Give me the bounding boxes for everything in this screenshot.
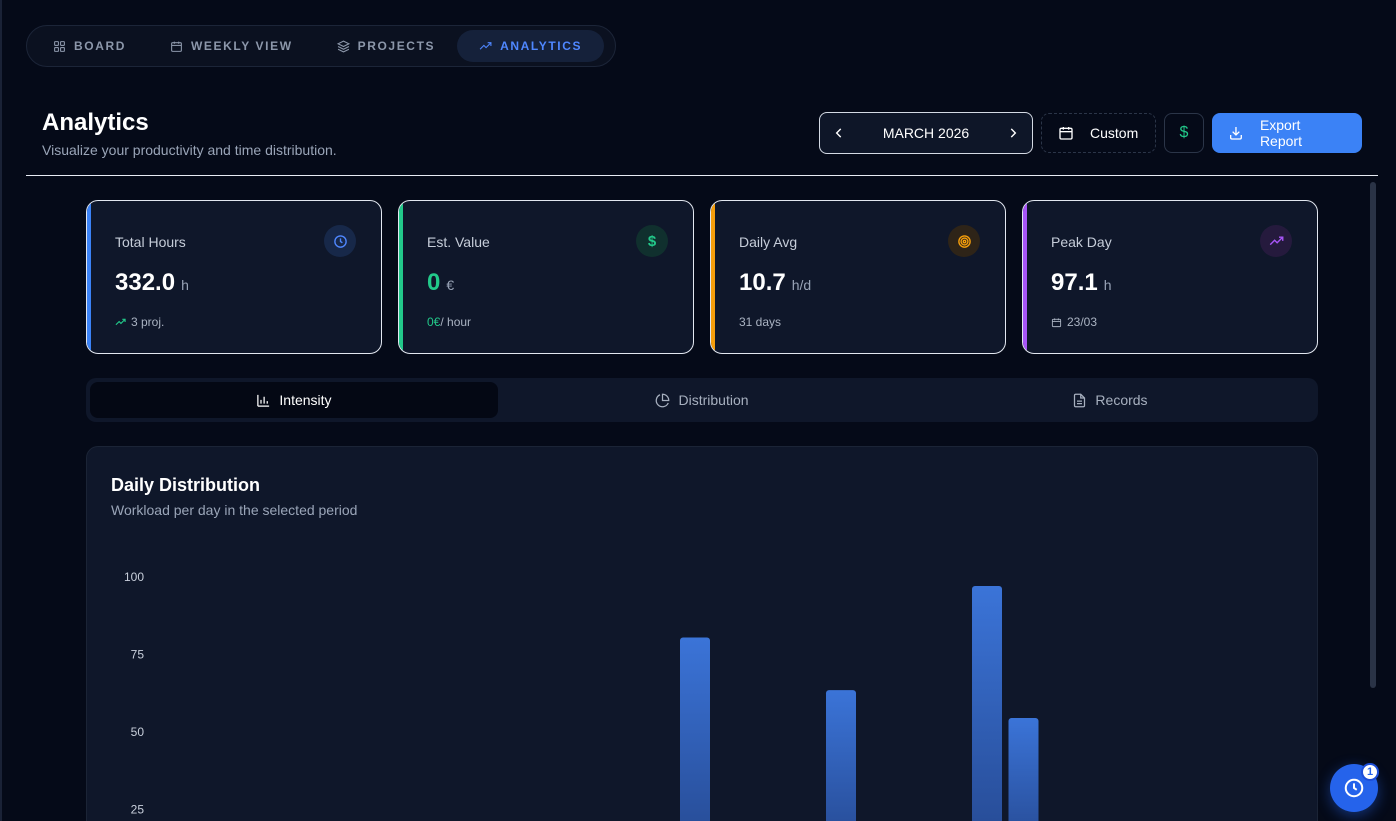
y-tick-label: 25 [131, 803, 145, 817]
custom-range-label: Custom [1090, 125, 1139, 141]
dollar-icon: $ [1179, 124, 1189, 141]
export-report-label: Export Report [1259, 117, 1302, 149]
stat-footnote-highlight: 0€ [427, 315, 441, 329]
card-accent [87, 201, 91, 353]
calendar-icon [1059, 127, 1073, 140]
daily-distribution-chart: 100 75 50 25 [124, 570, 1039, 821]
card-accent [1023, 201, 1027, 353]
file-text-icon [1074, 393, 1086, 407]
stat-number: 10.7 [739, 269, 786, 296]
stat-label: Daily Avg [739, 234, 798, 250]
dollar-icon: $ [636, 225, 668, 257]
custom-range-button[interactable]: Custom [1041, 113, 1156, 153]
stat-card-total-hours: Total Hours 332.0 h 3 proj. [86, 200, 382, 354]
stat-card-peak-day: Peak Day 97.1 h 23/03 [1022, 200, 1318, 354]
tab-records-label: Records [1095, 392, 1148, 408]
nav-analytics[interactable]: ANALYTICS [457, 30, 605, 62]
stat-value: 0 € [427, 269, 454, 297]
stat-number: 332.0 [115, 269, 176, 296]
top-nav: BOARD WEEKLY VIEW PROJECTS ANALYTICS [26, 25, 616, 67]
stat-footnote: 23/03 [1051, 315, 1097, 329]
stat-footnote-text: 31 days [739, 315, 782, 329]
card-accent [711, 201, 715, 353]
export-report-button[interactable]: Export Report [1212, 113, 1362, 153]
currency-toggle-button[interactable]: $ [1164, 113, 1204, 153]
bar-chart-icon [257, 394, 270, 407]
grid-icon [54, 40, 65, 52]
chevron-right-icon[interactable] [1006, 126, 1020, 140]
stat-label: Peak Day [1051, 234, 1112, 250]
y-tick-label: 100 [124, 570, 144, 584]
daily-distribution-panel: Daily Distribution Workload per day in t… [86, 446, 1318, 821]
stat-card-daily-avg: Daily Avg 10.7 h/d 31 days [710, 200, 1006, 354]
nav-board[interactable]: BOARD [31, 30, 148, 62]
stat-value: 332.0 h [115, 269, 189, 297]
stat-footnote: 0€ / hour [427, 315, 471, 329]
card-accent [399, 201, 403, 353]
nav-analytics-label: ANALYTICS [500, 39, 583, 53]
nav-weekly-view-label: WEEKLY VIEW [191, 39, 293, 53]
stat-footnote-text: 23/03 [1067, 315, 1098, 329]
trending-up-icon [1260, 225, 1292, 257]
nav-board-label: BOARD [74, 39, 126, 53]
stat-value: 10.7 h/d [739, 269, 811, 297]
clock-icon [324, 225, 356, 257]
month-picker: MARCH 2026 [819, 112, 1033, 154]
period-label: MARCH 2026 [882, 125, 970, 141]
bar-day-19[interactable] [826, 690, 856, 821]
stat-value: 97.1 h [1051, 269, 1112, 297]
page-title: Analytics [42, 109, 149, 136]
stat-footnote-text: 3 proj. [131, 315, 165, 329]
trending-up-icon [479, 41, 492, 50]
stat-label: Total Hours [115, 234, 186, 250]
timer-badge: 1 [1361, 763, 1379, 781]
download-icon [1229, 127, 1242, 140]
nav-weekly-view[interactable]: WEEKLY VIEW [148, 30, 315, 62]
stat-card-est-value: Est. Value $ 0 € 0€ / hour [398, 200, 694, 354]
stat-unit: h/d [791, 277, 812, 293]
tab-records[interactable]: Records [906, 382, 1314, 418]
target-icon [948, 225, 980, 257]
layers-icon [336, 39, 350, 53]
header-divider [26, 175, 1378, 176]
bar-day-23[interactable] [972, 585, 1002, 821]
tab-distribution[interactable]: Distribution [498, 382, 906, 418]
trending-up-icon [115, 318, 126, 325]
stat-number: 97.1 [1051, 269, 1098, 296]
y-tick-label: 50 [131, 725, 145, 739]
chevron-left-icon[interactable] [832, 126, 846, 140]
stat-number: 0 [427, 269, 441, 296]
stat-footnote: 31 days [739, 315, 781, 329]
stat-unit: h [1103, 277, 1112, 293]
tab-intensity[interactable]: Intensity [90, 382, 498, 418]
stat-footnote-text: / hour [440, 315, 472, 329]
bar-day-24[interactable] [1008, 718, 1039, 821]
clock-icon [1344, 778, 1364, 798]
scrollbar-thumb[interactable] [1370, 182, 1376, 688]
chart-subtitle: Workload per day in the selected period [111, 502, 358, 518]
y-tick-label: 75 [131, 648, 145, 662]
stat-footnote: 3 proj. [115, 315, 164, 329]
pie-chart-icon [656, 393, 670, 407]
window-edge [0, 0, 2, 821]
nav-projects-label: PROJECTS [357, 39, 436, 53]
tab-distribution-label: Distribution [678, 392, 749, 408]
stat-label: Est. Value [427, 234, 490, 250]
calendar-icon [1051, 317, 1062, 327]
chart-title: Daily Distribution [111, 475, 261, 495]
scrollbar[interactable] [1368, 178, 1378, 821]
analytics-tabs: Intensity Distribution Records [86, 378, 1318, 422]
bar-day-15[interactable] [680, 637, 710, 821]
stat-unit: h [181, 277, 189, 293]
calendar-icon [171, 41, 182, 52]
stat-unit: € [446, 277, 455, 293]
tab-intensity-label: Intensity [279, 392, 332, 408]
nav-projects[interactable]: PROJECTS [315, 30, 457, 62]
page-subtitle: Visualize your productivity and time dis… [42, 142, 337, 158]
